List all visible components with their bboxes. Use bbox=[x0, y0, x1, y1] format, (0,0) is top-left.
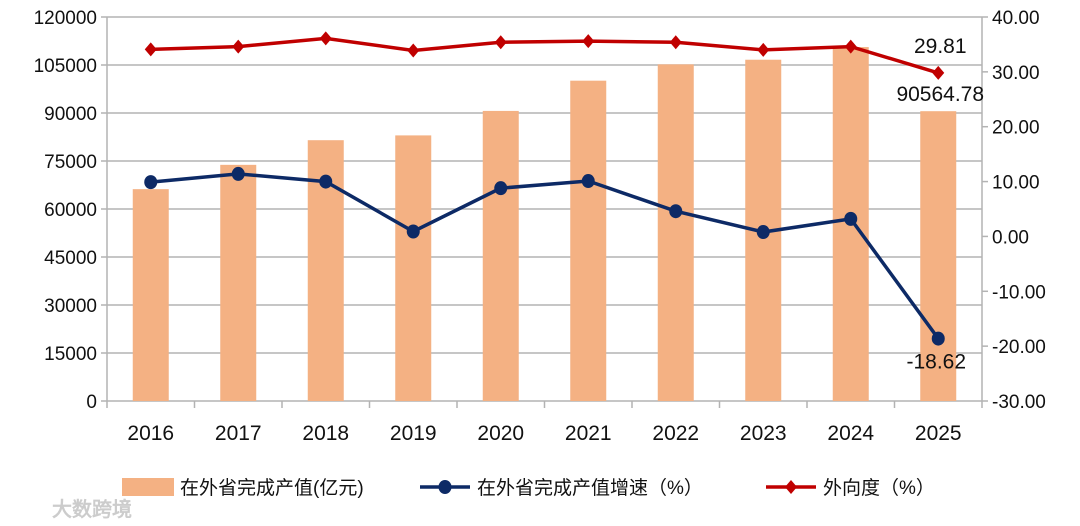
right-tick-label: 10.00 bbox=[992, 173, 1040, 194]
outward-point bbox=[407, 43, 420, 58]
left-tick-label: 0 bbox=[86, 392, 97, 413]
outward-point bbox=[494, 35, 507, 50]
left-tick-label: 75000 bbox=[44, 152, 97, 173]
left-tick-label: 15000 bbox=[44, 344, 97, 365]
legend-swatch-bar bbox=[122, 478, 174, 496]
left-tick-label: 90000 bbox=[44, 104, 97, 125]
growth-line bbox=[150, 172, 940, 340]
left-tick-label: 60000 bbox=[44, 200, 97, 221]
x-tick-label: 2022 bbox=[652, 422, 699, 445]
outward-point bbox=[144, 42, 157, 57]
outward-point bbox=[319, 31, 332, 46]
outward-point bbox=[232, 39, 245, 54]
growth-point bbox=[144, 175, 158, 190]
growth-point bbox=[406, 224, 420, 239]
right-tick-label: -10.00 bbox=[992, 282, 1046, 303]
outward-data-label: 29.81 bbox=[914, 35, 967, 58]
growth-point bbox=[319, 174, 333, 189]
x-tick-label: 2016 bbox=[127, 422, 174, 445]
growth-point bbox=[494, 181, 508, 196]
growth-point bbox=[231, 166, 245, 181]
bar-data-label: 90564.78 bbox=[896, 83, 984, 106]
growth-point bbox=[931, 331, 945, 346]
legend-marker-outward bbox=[785, 480, 797, 494]
bar bbox=[220, 164, 257, 401]
outward-point bbox=[757, 42, 770, 57]
bar bbox=[395, 135, 432, 401]
legend-marker-growth bbox=[438, 480, 452, 494]
growth-point bbox=[581, 174, 595, 189]
left-tick-label: 30000 bbox=[44, 296, 97, 317]
growth-point bbox=[844, 211, 858, 226]
x-tick-label: 2021 bbox=[565, 422, 612, 445]
x-tick-label: 2020 bbox=[477, 422, 524, 445]
left-tick-label: 45000 bbox=[44, 248, 97, 269]
growth-point bbox=[756, 225, 770, 240]
left-tick-label: 120000 bbox=[34, 8, 97, 29]
right-tick-label: -30.00 bbox=[992, 392, 1046, 413]
x-tick-label: 2023 bbox=[740, 422, 787, 445]
right-tick-label: 0.00 bbox=[992, 227, 1029, 248]
legend-label: 外向度（%） bbox=[823, 477, 935, 499]
legend-label: 在外省完成产值增速（%） bbox=[477, 477, 703, 499]
x-tick-label: 2018 bbox=[302, 422, 349, 445]
outward-point bbox=[669, 35, 682, 50]
bar bbox=[132, 189, 169, 401]
bar bbox=[482, 110, 519, 402]
right-tick-label: 30.00 bbox=[992, 63, 1040, 84]
growth-data-label: -18.62 bbox=[906, 351, 966, 374]
outward-point bbox=[932, 65, 945, 80]
x-tick-label: 2024 bbox=[827, 422, 874, 445]
x-tick-label: 2019 bbox=[390, 422, 437, 445]
outward-point bbox=[582, 34, 595, 49]
outward-point bbox=[844, 39, 857, 54]
right-tick-label: 20.00 bbox=[992, 118, 1040, 139]
watermark: 大数跨境 bbox=[52, 497, 132, 521]
x-tick-label: 2025 bbox=[915, 422, 962, 445]
bar bbox=[570, 80, 607, 402]
x-tick-label: 2017 bbox=[215, 422, 262, 445]
left-tick-label: 105000 bbox=[34, 56, 97, 77]
bar bbox=[657, 64, 694, 402]
bar bbox=[920, 111, 957, 402]
outward-line bbox=[150, 36, 939, 75]
right-tick-label: 40.00 bbox=[992, 8, 1040, 29]
growth-point bbox=[669, 204, 683, 219]
legend-label: 在外省完成产值(亿元) bbox=[180, 477, 364, 499]
right-tick-label: -20.00 bbox=[992, 337, 1046, 358]
